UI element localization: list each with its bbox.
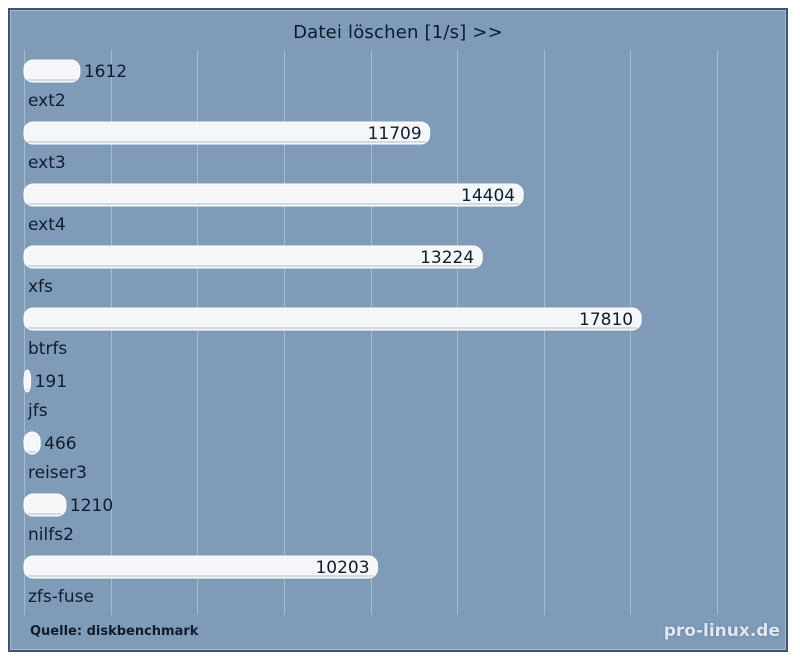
chart-panel: 1612 ext2 11709 ext3 14404 ext4 13224 xfs 17810 b… [8, 8, 788, 652]
value-label: 13224 [420, 248, 474, 268]
bar-jfs [23, 369, 32, 393]
value-label: 10203 [315, 558, 369, 578]
category-label: zfs-fuse [28, 587, 94, 607]
category-label: ext4 [28, 215, 66, 235]
category-label: reiser3 [28, 463, 87, 483]
bar-ext2 [23, 59, 81, 83]
chart-canvas: 1612 ext2 11709 ext3 14404 ext4 13224 xfs 17810 b… [23, 50, 718, 615]
category-label: ext2 [28, 91, 66, 111]
chart-title: Datei löschen [1/s] >> [293, 22, 503, 43]
bar-nilfs2 [23, 493, 67, 517]
category-label: nilfs2 [28, 525, 74, 545]
category-label: btrfs [28, 339, 67, 359]
bar-ext3 [23, 121, 431, 145]
value-label: 17810 [579, 310, 633, 330]
bar-ext4 [23, 183, 524, 207]
bar-zfs-fuse [23, 555, 379, 579]
value-label: 466 [44, 434, 76, 454]
category-label: xfs [28, 277, 53, 297]
category-label: jfs [27, 401, 48, 421]
bar-reiser3 [23, 431, 41, 455]
category-label: ext3 [28, 153, 66, 173]
value-label: 1210 [70, 496, 113, 516]
source-note: Quelle: diskbenchmark [30, 624, 199, 639]
value-label: 191 [35, 372, 67, 392]
value-label: 1612 [84, 62, 127, 82]
value-label: 11709 [368, 124, 422, 144]
watermark-logo: pro-linux.de [663, 621, 780, 641]
bar-btrfs [23, 307, 642, 331]
value-label: 14404 [461, 186, 515, 206]
bar-xfs [23, 245, 483, 269]
